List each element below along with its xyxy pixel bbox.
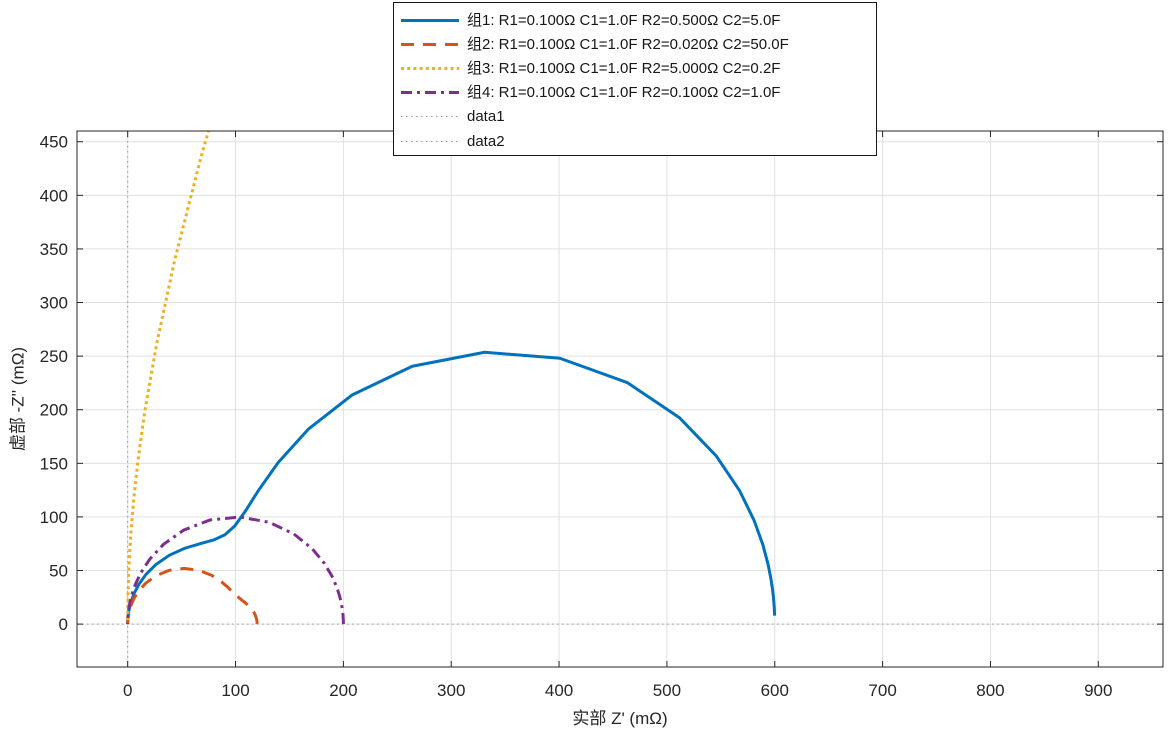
series-curve-2 — [126, 566, 259, 626]
y-tick-label: 350 — [40, 240, 68, 259]
x-axis-label: 实部 Z' (mΩ) — [572, 709, 668, 728]
legend-entry-series2: 组2: R1=0.100Ω C1=1.0F R2=0.020Ω C2=50.0F — [401, 32, 870, 56]
y-tick-label: 100 — [40, 508, 68, 527]
legend-line-sample-series2 — [401, 42, 459, 46]
series-curve-3 — [126, 131, 211, 625]
legend-label-series2: 组2: R1=0.100Ω C1=1.0F R2=0.020Ω C2=50.0F — [467, 35, 789, 53]
y-axis-label: 虚部 -Z'' (mΩ) — [8, 346, 28, 452]
y-tick-label: 300 — [40, 294, 68, 313]
legend-label-data1: data1 — [467, 108, 505, 126]
y-tick-label: 450 — [40, 133, 68, 152]
legend-line-sample-series1 — [401, 18, 459, 22]
legend-entry-data1: data1 — [401, 105, 870, 129]
y-tick-label: 250 — [40, 347, 68, 366]
x-tick-label: 800 — [976, 681, 1004, 700]
legend-label-data2: data2 — [467, 132, 505, 150]
x-tick-label: 900 — [1084, 681, 1112, 700]
legend-line-sample-series3 — [401, 66, 459, 70]
x-tick-label: 500 — [653, 681, 681, 700]
x-tick-label: 200 — [329, 681, 357, 700]
legend-label-series4: 组4: R1=0.100Ω C1=1.0F R2=0.100Ω C2=1.0F — [467, 84, 781, 102]
legend-entry-data2: data2 — [401, 129, 870, 153]
x-tick-label: 400 — [545, 681, 573, 700]
legend-entry-series4: 组4: R1=0.100Ω C1=1.0F R2=0.100Ω C2=1.0F — [401, 81, 870, 105]
y-tick-label: 200 — [40, 401, 68, 420]
x-tick-label: 100 — [221, 681, 249, 700]
y-tick-label: 50 — [49, 562, 68, 581]
legend-label-series3: 组3: R1=0.100Ω C1=1.0F R2=5.000Ω C2=0.2F — [467, 59, 781, 77]
x-tick-label: 0 — [123, 681, 132, 700]
series-curve-4 — [126, 515, 345, 626]
y-tick-label: 150 — [40, 454, 68, 473]
legend-line-sample-data1 — [401, 116, 459, 118]
legend-entry-series1: 组1: R1=0.100Ω C1=1.0F R2=0.500Ω C2=5.0F — [401, 8, 870, 32]
x-tick-label: 700 — [868, 681, 896, 700]
legend-line-sample-series4 — [401, 91, 459, 95]
legend: 组1: R1=0.100Ω C1=1.0F R2=0.500Ω C2=5.0F … — [393, 2, 877, 156]
legend-entry-series3: 组3: R1=0.100Ω C1=1.0F R2=5.000Ω C2=0.2F — [401, 56, 870, 80]
legend-line-sample-data2 — [401, 140, 459, 142]
legend-label-series1: 组1: R1=0.100Ω C1=1.0F R2=0.500Ω C2=5.0F — [467, 11, 781, 29]
x-tick-label: 300 — [437, 681, 465, 700]
axes-box — [76, 130, 1164, 668]
x-tick-label: 600 — [761, 681, 789, 700]
y-tick-label: 400 — [40, 186, 68, 205]
y-tick-label: 0 — [59, 615, 68, 634]
